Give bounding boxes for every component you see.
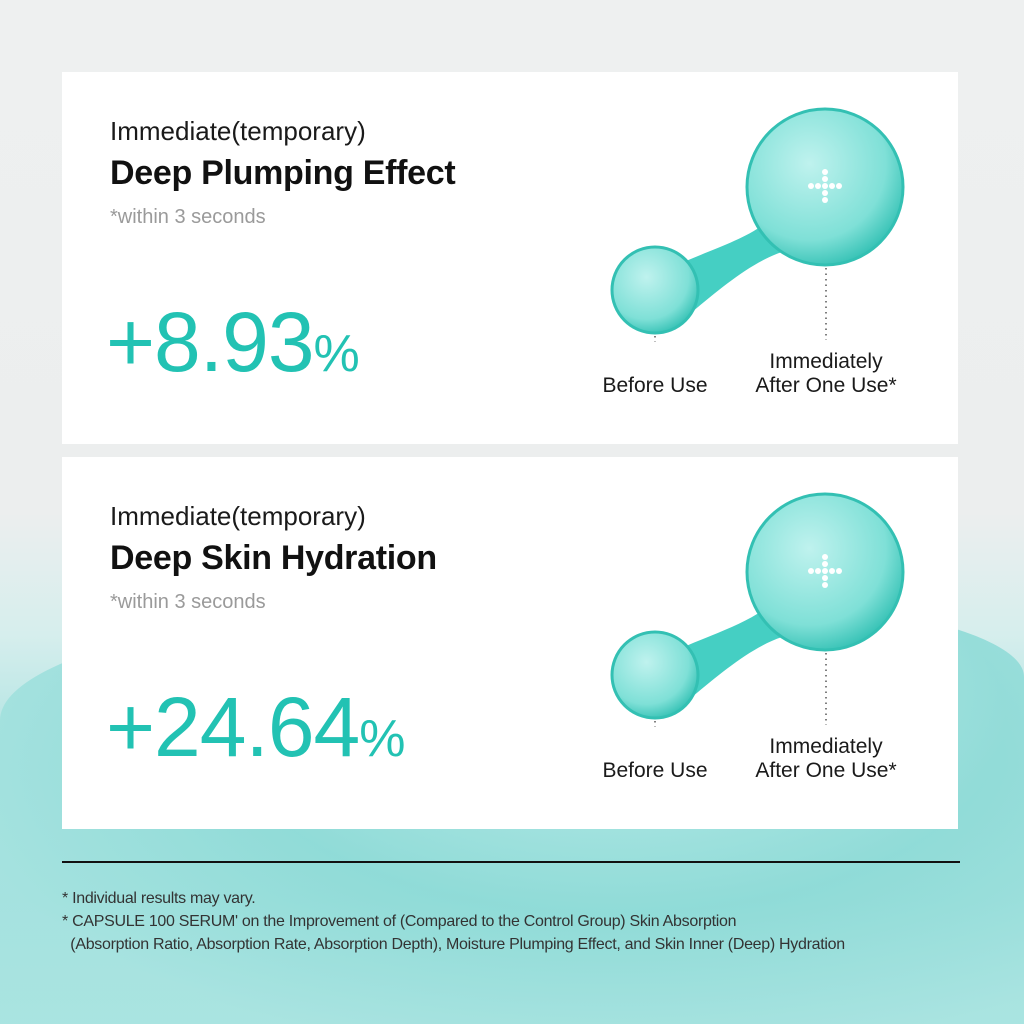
hydration-card: Immediate(temporary) Deep Skin Hydration…	[62, 457, 958, 829]
before-use-label: Before Use	[602, 374, 708, 397]
before-use-label: Before Use	[602, 759, 708, 782]
result-value: +8.93%	[106, 294, 360, 391]
after-use-label-line1: Immediately	[769, 350, 883, 373]
card-subtitle: Immediate(temporary)	[110, 116, 366, 146]
footnote-1: * Individual results may vary.	[62, 890, 256, 907]
plumping-effect-card: Immediate(temporary) Deep Plumping Effec…	[62, 72, 958, 444]
card-title: Deep Skin Hydration	[110, 539, 437, 577]
plus-icon	[808, 169, 842, 203]
after-use-label-line2: After One Use*	[755, 374, 897, 397]
card-title: Deep Plumping Effect	[110, 154, 456, 192]
value-unit: %	[313, 325, 360, 383]
serum-droplet-illustration	[610, 492, 905, 727]
card-note: *within 3 seconds	[110, 206, 266, 228]
footnote-2: * CAPSULE 100 SERUM' on the Improvement …	[62, 913, 737, 930]
result-value: +24.64%	[106, 679, 406, 776]
plus-icon	[808, 554, 842, 588]
divider	[62, 861, 960, 863]
serum-droplet-illustration	[610, 107, 905, 342]
value-number: +8.93	[106, 295, 315, 389]
card-subtitle: Immediate(temporary)	[110, 501, 366, 531]
after-use-label-line2: After One Use*	[755, 759, 897, 782]
value-unit: %	[359, 710, 406, 768]
after-use-label-line1: Immediately	[769, 735, 883, 758]
value-number: +24.64	[106, 680, 360, 774]
footnote-3: (Absorption Ratio, Absorption Rate, Abso…	[62, 936, 845, 953]
card-note: *within 3 seconds	[110, 591, 266, 613]
